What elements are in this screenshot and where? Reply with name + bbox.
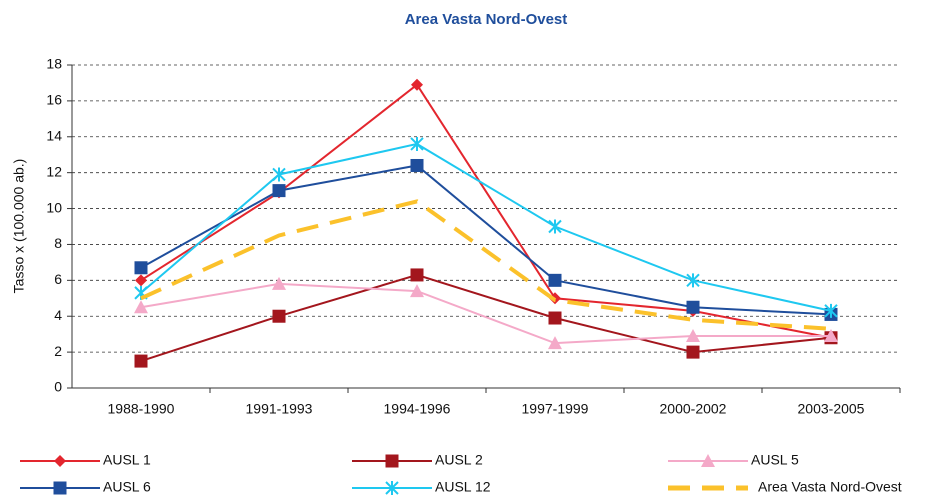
legend-label: AUSL 5 [751,452,799,468]
marker [410,136,424,151]
series-line [140,83,832,339]
marker [272,276,286,290]
series-line [140,164,832,316]
marker [686,328,700,342]
marker [548,273,562,287]
marker [53,481,67,495]
x-tick-label: 2003-2005 [798,401,865,417]
y-axis-label: Tasso x (100.000 ab.) [11,159,27,294]
y-tick-label: 12 [46,163,62,179]
y-tick-label: 10 [46,199,62,215]
marker [134,300,148,314]
marker [272,184,286,198]
series-line [140,282,831,345]
marker [686,300,700,314]
series-line [140,273,832,363]
y-tick-label: 0 [54,379,62,395]
legend-label: AUSL 6 [103,479,151,495]
marker [824,328,838,342]
x-tick-label: 1988-1990 [108,401,175,417]
marker [134,261,148,275]
y-tick-label: 8 [54,235,62,251]
marker [686,345,700,359]
marker [410,268,424,282]
marker [686,273,700,288]
marker [410,158,424,172]
legend-label: Area Vasta Nord-Ovest [758,479,902,495]
marker [548,311,562,325]
marker [135,274,147,287]
chart-title: Area Vasta Nord-Ovest [405,11,568,28]
x-tick-label: 1997-1999 [522,401,589,417]
legend-label: AUSL 2 [435,452,483,468]
marker [272,309,286,323]
x-tick-label: 1991-1993 [246,401,313,417]
marker [548,336,562,350]
series-line [140,142,832,312]
legend-label: AUSL 12 [435,479,491,495]
y-tick-label: 16 [46,92,62,108]
y-tick-label: 14 [46,127,62,143]
y-tick-label: 6 [54,271,62,287]
marker [272,167,286,182]
marker [701,454,715,467]
marker [385,481,399,495]
y-tick-label: 18 [46,56,62,72]
x-tick-label: 1994-1996 [384,401,451,417]
marker [411,78,423,91]
y-tick-label: 2 [54,343,62,359]
marker [385,454,399,468]
y-tick-label: 4 [54,307,62,323]
x-tick-label: 2000-2002 [660,401,727,417]
marker [548,219,562,234]
marker [410,284,424,298]
series-line [140,199,832,331]
marker [824,303,838,318]
marker [54,455,66,467]
legend-label: AUSL 1 [103,452,151,468]
marker [134,354,148,368]
